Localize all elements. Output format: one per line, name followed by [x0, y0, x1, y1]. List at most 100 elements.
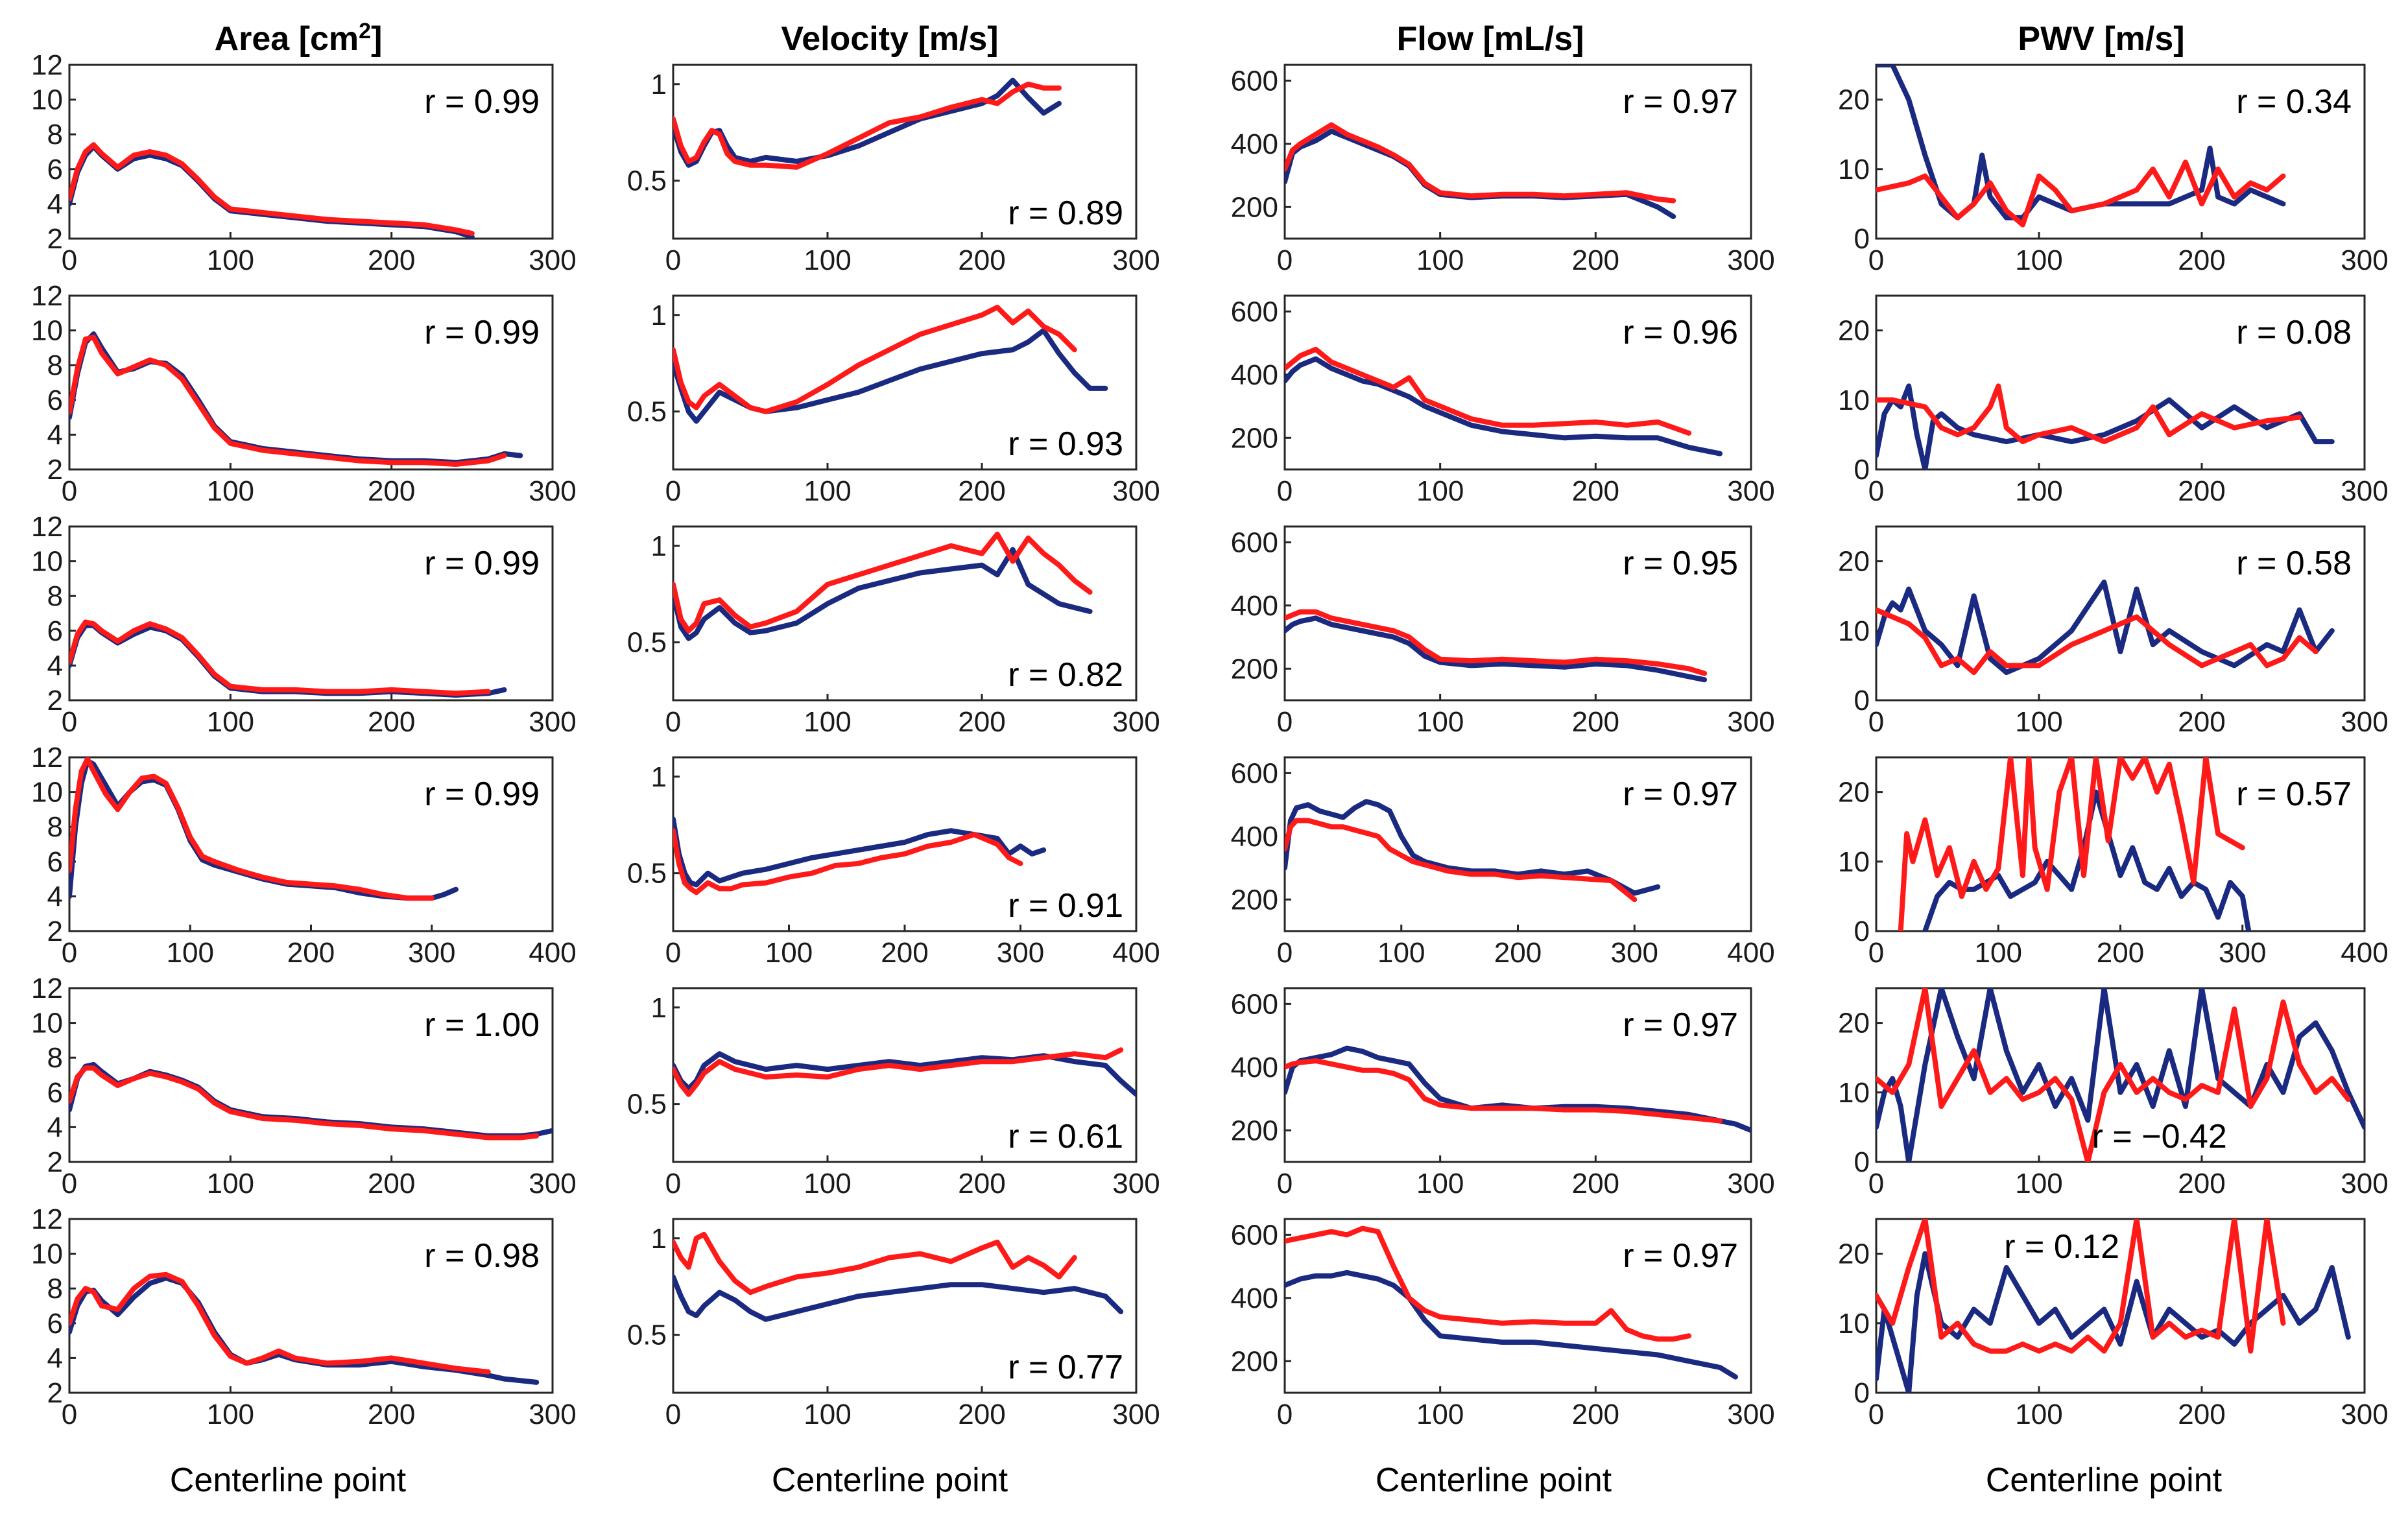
- panel-r1-pwv-frame: [1875, 64, 2366, 240]
- panel-r4-pwv-ytick-label: 20: [1838, 777, 1870, 809]
- panel-r5-pwv-xtick-label: 100: [2015, 1168, 2062, 1200]
- panel-r6-velocity-series-1-line: [673, 1274, 1124, 1322]
- panel-r3-pwv-ytick-label: 0: [1854, 685, 1870, 716]
- panel-r2-area-ytick-label: 6: [47, 384, 63, 416]
- panel-r1-velocity-xtick-label: 0: [665, 244, 681, 276]
- panel-r5-pwv-series-group: [1876, 988, 2365, 1162]
- panel-r2-velocity-series-2-line: [673, 304, 1077, 414]
- panel-r5-flow: 0 100 200 300 200 400 600 r = 0.97: [1231, 987, 1775, 1200]
- panel-r4-velocity-series-group: [673, 816, 1047, 895]
- panel-r3-velocity: 0 100 200 300 0.5 1 r = 0.82: [627, 525, 1160, 738]
- column-titles: Area [cm2] Velocity [m/s] Flow [mL/s] PW…: [215, 19, 2185, 58]
- panel-r3-pwv-xtick-label: 100: [2015, 706, 2062, 738]
- panel-r5-pwv-series-2-line: [1876, 988, 2351, 1162]
- panel-r1-area-ytick-label: 6: [47, 154, 63, 185]
- panel-r1-area-ytick-label: 8: [47, 119, 63, 150]
- panel-r2-velocity-xtick-label: 300: [1112, 475, 1160, 507]
- panel-r3-area-xtick-label: 300: [529, 706, 576, 738]
- panel-r5-area-xtick-label: 200: [368, 1168, 415, 1200]
- panel-r3-velocity-xtick-label: 100: [804, 706, 851, 738]
- panel-r6-flow-correlation-label: r = 0.97: [1623, 1237, 1738, 1275]
- panel-r2-pwv-xtick-label: 200: [2178, 475, 2225, 507]
- panel-r6-flow-xtick-label: 0: [1277, 1399, 1293, 1430]
- panel-r2-pwv-series-group: [1876, 383, 2335, 469]
- panel-r5-velocity-ytick-label: 1: [651, 992, 667, 1024]
- panel-r4-area-ytick-label: 6: [47, 846, 63, 878]
- panel-r2-flow-ytick-label: 600: [1231, 296, 1278, 327]
- panel-r6-velocity-frame: [672, 1218, 1138, 1394]
- panel-r4-velocity-correlation-label: r = 0.91: [1008, 887, 1123, 925]
- panel-r6-pwv-xtick-label: 0: [1868, 1399, 1884, 1430]
- panel-r1-flow-xtick-label: 100: [1416, 244, 1464, 276]
- panel-r5-velocity-ytick-label: 0.5: [627, 1089, 667, 1120]
- panel-r6-area-xtick-label: 200: [368, 1399, 415, 1430]
- panel-r5-pwv-ytick-label: 20: [1838, 1008, 1870, 1039]
- panel-r5-area-ytick-label: 12: [31, 973, 63, 1004]
- panel-r2-flow-series-1-line: [1285, 356, 1723, 456]
- panel-r4-pwv-xtick-label: 200: [2097, 937, 2144, 969]
- panel-r5-area-xtick-label: 0: [62, 1168, 77, 1200]
- panel-r6-velocity: 0 100 200 300 0.5 1 r = 0.77: [627, 1218, 1160, 1430]
- panel-r5-velocity-series-2-line: [673, 1047, 1124, 1097]
- panel-r6-pwv-series-group: [1876, 1219, 2351, 1393]
- panel-r4-pwv-correlation-label: r = 0.57: [2236, 775, 2352, 813]
- panel-r2-pwv-xtick-label: 0: [1868, 475, 1884, 507]
- panel-r5-pwv-correlation-label: r = −0.42: [2092, 1118, 2227, 1155]
- panel-r2-flow-xtick-label: 300: [1727, 475, 1774, 507]
- panel-r4-area-correlation-label: r = 0.99: [424, 775, 540, 813]
- column-title-velocity: Velocity [m/s]: [781, 20, 998, 58]
- panel-r5-velocity-xtick-label: 100: [804, 1168, 851, 1200]
- panel-r1-flow-xtick-label: 0: [1277, 244, 1293, 276]
- panel-r3-pwv-ytick-label: 20: [1838, 546, 1870, 578]
- panel-r3-flow-series-1-line: [1285, 615, 1708, 683]
- panel-r3-pwv-xtick-label: 0: [1868, 706, 1884, 738]
- panel-r3-flow: 0 100 200 300 200 400 600 r = 0.95: [1231, 525, 1775, 738]
- panel-r6-area-ytick-label: 6: [47, 1308, 63, 1340]
- panel-r1-velocity-frame: [672, 64, 1138, 240]
- panel-r2-flow-ytick-label: 400: [1231, 359, 1278, 391]
- panel-r6-area-ytick-label: 4: [47, 1342, 63, 1374]
- panel-r5-flow-correlation-label: r = 0.97: [1623, 1006, 1738, 1044]
- panel-r1-area-correlation-label: r = 0.99: [424, 83, 540, 121]
- column-title-flow: Flow [mL/s]: [1397, 20, 1584, 58]
- panel-r4-pwv-series-2-line: [1898, 757, 2245, 931]
- panel-r4-flow-series-2-line: [1285, 818, 1638, 903]
- panel-r2-velocity-series-1-line: [673, 327, 1108, 424]
- panel-r3-velocity-series-1-line: [673, 547, 1093, 641]
- panel-r4-flow-xtick-label: 200: [1494, 937, 1542, 969]
- panel-r1-velocity-series-group: [673, 77, 1062, 170]
- panel-r5-velocity-xtick-label: 300: [1112, 1168, 1160, 1200]
- panel-r4-pwv-ytick-label: 10: [1838, 846, 1870, 878]
- panel-r4-area-ytick-label: 2: [47, 916, 63, 947]
- panel-r1-flow-ytick-label: 600: [1231, 65, 1278, 97]
- panel-r1-area-series-group: [69, 142, 475, 239]
- panel-r5-flow-series-1-line: [1285, 1045, 1751, 1133]
- panel-r4-flow-series-1-line: [1285, 799, 1661, 896]
- x-axis-labels: Centerline point Centerline point Center…: [170, 1461, 2223, 1499]
- panel-r1-flow-xtick-label: 300: [1727, 244, 1774, 276]
- panel-r2-pwv-ytick-label: 20: [1838, 315, 1870, 347]
- panel-r4-flow-ytick-label: 400: [1231, 821, 1278, 853]
- panel-r1-pwv-xtick-label: 300: [2341, 244, 2388, 276]
- panel-r2-area-xtick-label: 300: [529, 475, 576, 507]
- panel-r4-pwv-xtick-label: 400: [2341, 937, 2388, 969]
- panel-r1-flow-ytick-label: 200: [1231, 191, 1278, 223]
- panel-r4-pwv-xtick-label: 100: [1975, 937, 2022, 969]
- panel-r6-velocity-ytick-label: 1: [651, 1223, 667, 1255]
- panel-r6-velocity-xtick-label: 200: [958, 1399, 1005, 1430]
- panel-r5-flow-ytick-label: 200: [1231, 1115, 1278, 1146]
- panel-r6-velocity-series-2-line: [673, 1231, 1077, 1295]
- panel-r5-velocity-series-1-line: [673, 1051, 1136, 1097]
- panel-r5-flow-ytick-label: 400: [1231, 1052, 1278, 1083]
- panel-r5-pwv-xtick-label: 300: [2341, 1168, 2388, 1200]
- panel-r6-pwv-xtick-label: 200: [2178, 1399, 2225, 1430]
- panel-r5-velocity-series-group: [673, 1047, 1136, 1097]
- panel-r1-area-ytick-label: 4: [47, 188, 63, 220]
- panel-r6-velocity-xtick-label: 300: [1112, 1399, 1160, 1430]
- panel-r6-pwv-ytick-label: 10: [1838, 1308, 1870, 1340]
- panel-r5-area-series-group: [69, 1061, 553, 1141]
- panel-r3-area-ytick-label: 10: [31, 546, 63, 578]
